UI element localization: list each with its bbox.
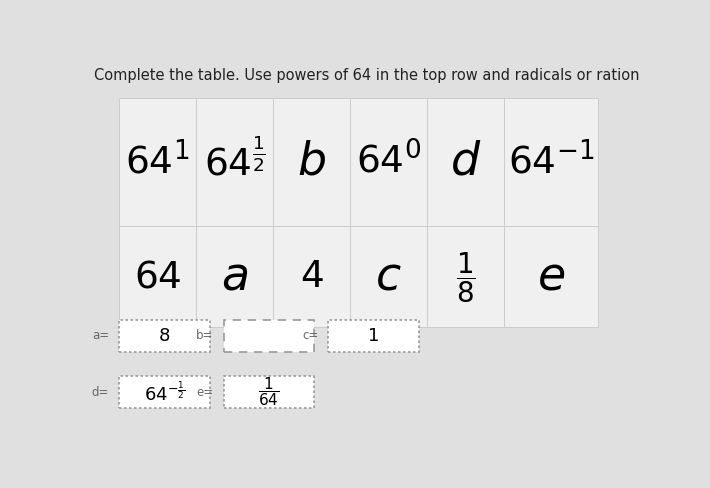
Bar xyxy=(119,376,210,408)
Bar xyxy=(427,226,504,327)
Bar xyxy=(224,320,315,352)
Bar xyxy=(119,226,196,327)
Bar xyxy=(224,376,315,408)
Text: Complete the table. Use powers of 64 in the top row and radicals or rational num: Complete the table. Use powers of 64 in … xyxy=(94,68,710,83)
Bar xyxy=(350,226,427,327)
Bar xyxy=(504,226,598,327)
Bar xyxy=(504,98,598,226)
Bar xyxy=(273,226,350,327)
Text: $64$: $64$ xyxy=(133,259,181,295)
Text: $\mathit{e}$: $\mathit{e}$ xyxy=(537,255,565,300)
Text: 8: 8 xyxy=(159,326,170,345)
Text: $64^0$: $64^0$ xyxy=(356,142,421,182)
Text: $\dfrac{1}{8}$: $\dfrac{1}{8}$ xyxy=(456,250,476,305)
Text: $\mathit{b}$: $\mathit{b}$ xyxy=(297,140,326,184)
Bar xyxy=(273,98,350,226)
Text: $64^{-\frac{1}{2}}$: $64^{-\frac{1}{2}}$ xyxy=(144,380,185,404)
Text: $\mathit{a}$: $\mathit{a}$ xyxy=(221,255,248,300)
Text: $64^{\frac{1}{2}}$: $64^{\frac{1}{2}}$ xyxy=(204,140,266,183)
Text: a=: a= xyxy=(92,329,109,342)
Text: $\mathit{d}$: $\mathit{d}$ xyxy=(450,140,481,184)
Bar xyxy=(328,320,419,352)
Text: $64^1$: $64^1$ xyxy=(126,142,190,182)
Text: d=: d= xyxy=(92,386,109,399)
Text: e=: e= xyxy=(197,386,214,399)
Text: 1: 1 xyxy=(368,326,379,345)
Text: b=: b= xyxy=(196,329,214,342)
Text: $4$: $4$ xyxy=(300,259,324,295)
Text: $\mathit{c}$: $\mathit{c}$ xyxy=(376,255,402,300)
Text: c=: c= xyxy=(302,329,318,342)
Bar xyxy=(119,98,196,226)
Text: $64^{-1}$: $64^{-1}$ xyxy=(508,142,594,182)
Text: $\dfrac{1}{64}$: $\dfrac{1}{64}$ xyxy=(258,376,280,408)
Bar xyxy=(196,98,273,226)
Bar xyxy=(350,98,427,226)
Bar xyxy=(119,320,210,352)
Bar xyxy=(427,98,504,226)
Bar xyxy=(196,226,273,327)
